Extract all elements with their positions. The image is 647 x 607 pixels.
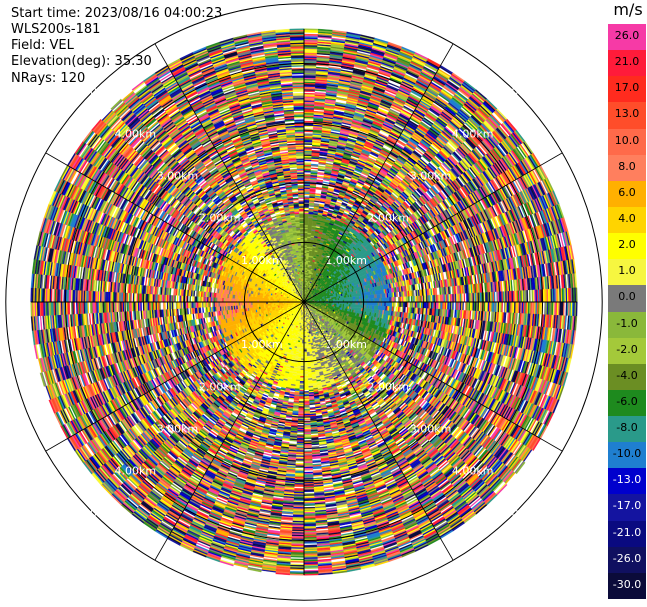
velocity-gate	[365, 295, 369, 299]
velocity-gate	[303, 75, 317, 79]
velocity-gate	[355, 296, 360, 300]
velocity-gate	[387, 292, 393, 298]
velocity-gate	[343, 295, 347, 298]
velocity-gate	[303, 70, 317, 74]
velocity-gate	[381, 293, 386, 299]
velocity-gate	[332, 298, 336, 301]
velocity-gate	[303, 213, 309, 226]
velocity-gate	[306, 247, 310, 251]
velocity-gate	[303, 28, 319, 31]
velocity-gate	[376, 293, 381, 299]
velocity-gate	[367, 294, 375, 299]
velocity-gate	[303, 237, 308, 241]
velocity-gates	[30, 28, 578, 576]
velocity-gate	[303, 188, 311, 192]
velocity-gate	[303, 133, 313, 137]
velocity-gate	[352, 296, 356, 300]
velocity-gate	[303, 228, 308, 232]
velocity-gate	[374, 294, 378, 299]
velocity-gate	[303, 86, 316, 90]
velocity-gate	[303, 232, 308, 238]
velocity-gate	[307, 233, 312, 237]
velocity-gate	[303, 109, 315, 113]
